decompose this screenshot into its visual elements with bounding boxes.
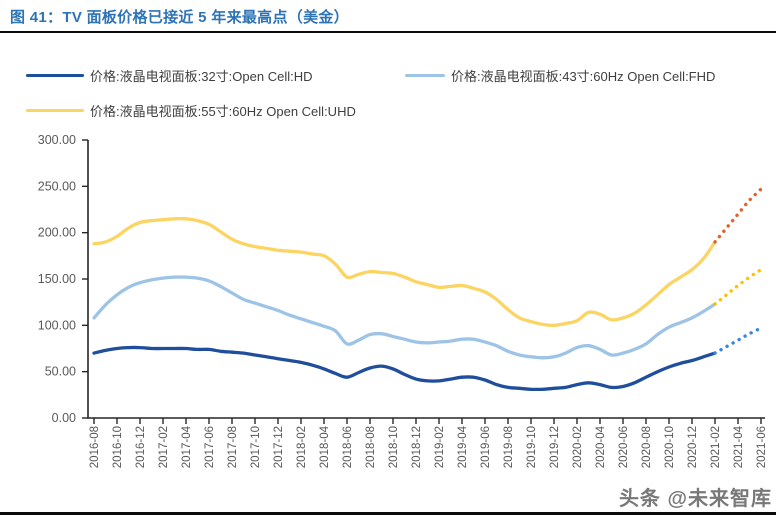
legend-label: 价格:液晶电视面板:32寸:Open Cell:HD (90, 69, 313, 84)
x-tick-label: 2017-02 (158, 426, 170, 468)
y-tick-label: 200.00 (38, 226, 76, 240)
page-title: 图 41：TV 面板价格已接近 5 年来最高点（美金） (10, 9, 349, 26)
y-tick-label: 50.00 (45, 365, 76, 379)
x-tick-label: 2020-12 (687, 426, 699, 468)
x-tick-label: 2018-06 (342, 426, 354, 468)
y-tick-label: 100.00 (38, 318, 76, 332)
x-tick-label: 2016-12 (135, 426, 147, 468)
x-tick-label: 2021-06 (756, 426, 768, 468)
x-tick-label: 2020-04 (595, 425, 607, 468)
series-55inch-uhd-line (92, 216, 717, 327)
x-tick-label: 2020-06 (618, 426, 630, 468)
x-tick-label: 2017-06 (204, 426, 216, 468)
y-tick-label: 250.00 (38, 179, 76, 193)
x-tick-label: 2020-02 (572, 426, 584, 468)
series-43inch-fhd-line (92, 275, 717, 360)
legend-swatch-55inch-uhd (26, 109, 84, 112)
title-underline (0, 31, 776, 33)
legend-label: 价格:液晶电视面板:43寸:60Hz Open Cell:FHD (451, 69, 716, 84)
x-tick-label: 2018-10 (388, 426, 400, 468)
series-32inch-hd-line (92, 345, 717, 392)
legend-item-43inch-fhd: 价格:液晶电视面板:43寸:60Hz Open Cell:FHD (405, 66, 715, 85)
x-tick-label: 2017-10 (250, 426, 262, 468)
x-tick-label: 2019-12 (549, 426, 561, 468)
y-tick-label: 150.00 (38, 272, 76, 286)
legend-item-32inch-hd: 价格:液晶电视面板:32寸:Open Cell:HD (26, 66, 313, 85)
bottom-border (0, 512, 776, 515)
series-32inch-hd-forecast-dotted (713, 326, 763, 355)
legend-label: 价格:液晶电视面板:55寸:60Hz Open Cell:UHD (90, 104, 356, 119)
x-tick-label: 2016-08 (89, 426, 101, 468)
y-tick-label: 0.00 (52, 411, 76, 425)
x-tick-label: 2020-08 (641, 426, 653, 468)
x-tick-label: 2021-02 (710, 426, 722, 468)
x-tick-label: 2019-10 (526, 426, 538, 468)
series-55inch-uhd-forecast-dotted (713, 187, 763, 244)
x-tick-label: 2017-12 (273, 426, 285, 468)
y-tick-label: 300.00 (38, 133, 76, 147)
x-tick-label: 2019-08 (503, 426, 515, 468)
legend-swatch-43inch-fhd (405, 74, 445, 77)
x-tick-label: 2019-02 (434, 426, 446, 468)
series-43inch-fhd-forecast-dotted (713, 268, 763, 306)
x-tick-label: 2019-04 (457, 425, 469, 468)
x-tick-label: 2017-08 (227, 426, 239, 468)
x-tick-label: 2018-04 (319, 425, 331, 468)
x-tick-label: 2016-10 (112, 426, 124, 468)
x-tick-label: 2018-02 (296, 426, 308, 468)
legend-swatch-32inch-hd (26, 74, 84, 77)
x-tick-label: 2021-04 (733, 425, 745, 468)
watermark: 头条 @未来智库 (618, 488, 772, 510)
x-tick-label: 2018-08 (365, 426, 377, 468)
x-tick-label: 2018-12 (411, 426, 423, 468)
x-tick-label: 2017-04 (181, 425, 193, 468)
legend-item-55inch-uhd: 价格:液晶电视面板:55寸:60Hz Open Cell:UHD (26, 101, 356, 120)
x-tick-label: 2019-06 (480, 426, 492, 468)
axis-lines (87, 140, 765, 419)
x-tick-label: 2020-10 (664, 426, 676, 468)
